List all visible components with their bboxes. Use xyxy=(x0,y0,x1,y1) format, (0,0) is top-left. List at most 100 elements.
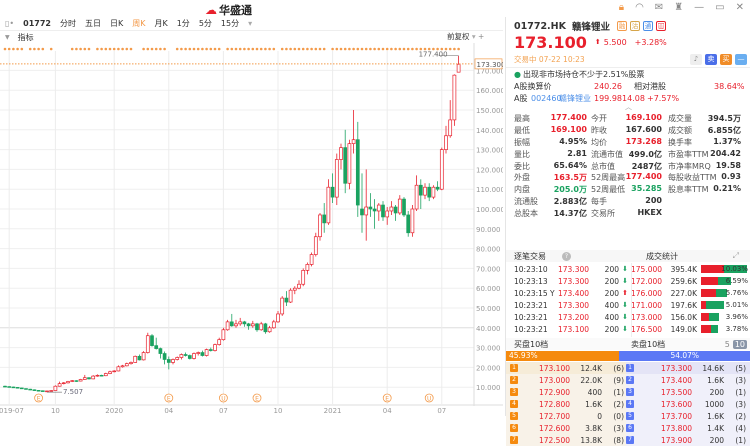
a-share-name[interactable]: 赣锋锂业 xyxy=(559,93,591,103)
headset-icon[interactable]: ◠ xyxy=(635,2,644,13)
bid-row[interactable]: 4 172.800 1.6K (2) xyxy=(506,398,626,410)
stat-value: 65.64% xyxy=(553,160,587,170)
ask-row[interactable]: 5 173.700 1.6K (2) xyxy=(626,410,750,422)
event-dot xyxy=(272,47,276,51)
stat-label: 最低 xyxy=(514,126,530,136)
candle xyxy=(276,310,280,323)
depth-5-button[interactable]: 5 xyxy=(724,339,730,349)
tab-5[interactable]: 1分 xyxy=(176,19,190,28)
collapse-icon[interactable]: ▼ xyxy=(5,33,10,41)
expand-icon[interactable]: ⤢ xyxy=(732,251,739,260)
mail-icon[interactable]: ✉ xyxy=(654,2,664,13)
ask-row[interactable]: 1 173.300 14.6K (5) xyxy=(626,362,750,374)
badge-connect[interactable]: 通 xyxy=(643,21,653,31)
candle xyxy=(3,385,7,388)
event-dot xyxy=(217,47,221,51)
ask-row[interactable]: 6 173.800 1.4K (4) xyxy=(626,422,750,434)
stat-cell: 委比 65.64% xyxy=(514,161,591,172)
minimize-icon[interactable]: — xyxy=(694,2,705,13)
level-number: 5 xyxy=(626,412,634,420)
stat-volume: 149.0K xyxy=(670,324,697,334)
candle-body xyxy=(322,214,327,224)
lock-icon[interactable]: 🔒︎ xyxy=(618,2,625,13)
x-tick-label: 10 xyxy=(274,407,283,415)
candle xyxy=(213,343,217,352)
bid-row[interactable]: 6 172.600 3.8K (3) xyxy=(506,422,626,434)
bid-row[interactable]: 1 173.100 12.4K (6) xyxy=(506,362,626,374)
arrow-down-icon: ⬇ xyxy=(622,277,628,285)
period-dropdown-icon[interactable]: ▾ xyxy=(248,19,253,28)
a-share-pct: +7.57% xyxy=(647,93,680,103)
bell-icon[interactable]: ♪ xyxy=(690,53,702,65)
collapse-up-icon[interactable]: ︿ xyxy=(625,103,632,111)
tab-3[interactable]: 周K xyxy=(132,19,146,28)
badge-margin[interactable]: 融 xyxy=(617,21,627,31)
tab-1[interactable]: 五日 xyxy=(84,19,101,28)
adjust-select[interactable]: 前复权 ▾ + xyxy=(447,31,484,42)
event-dot xyxy=(373,47,376,51)
trade-time: 10:23:15 xyxy=(514,288,548,298)
ask-row[interactable]: 4 173.600 1000 (3) xyxy=(626,398,750,410)
stat-value: 19.58 xyxy=(715,160,741,170)
more-button[interactable]: — xyxy=(735,53,747,65)
candle xyxy=(28,388,33,391)
stat-cell: 成交量 394.5万 xyxy=(668,113,745,124)
bid-row[interactable]: 7 172.500 13.8K (8) xyxy=(506,434,626,446)
event-dot xyxy=(402,47,406,51)
add-indicator-button[interactable]: + xyxy=(478,32,485,41)
buy-button[interactable]: 买 xyxy=(720,53,732,65)
candle xyxy=(439,147,444,191)
close-icon[interactable]: ✕ xyxy=(735,2,744,13)
ask-row[interactable]: 2 173.400 1.6K (3) xyxy=(626,374,750,386)
candle-body xyxy=(61,382,66,384)
event-dot xyxy=(142,47,145,51)
stat-value: 204.42 xyxy=(710,148,741,158)
level-count: (2) xyxy=(735,411,746,421)
tab-6[interactable]: 5分 xyxy=(198,19,212,28)
bid-row[interactable]: 2 173.000 22.0K (9) xyxy=(506,374,626,386)
level-price: 172.700 xyxy=(538,411,570,421)
level-number: 2 xyxy=(510,376,518,384)
level-count: (8) xyxy=(613,435,624,445)
tab-0[interactable]: 分时 xyxy=(59,19,76,28)
candle xyxy=(263,322,268,334)
level-price: 173.800 xyxy=(660,423,692,433)
panel-toggle-icon[interactable]: ▯• xyxy=(5,19,15,28)
shirt-icon[interactable]: ♜ xyxy=(674,2,684,13)
candle-body xyxy=(284,297,289,303)
ask-row[interactable]: 7 173.900 200 (1) xyxy=(626,434,750,446)
stat-label: 今开 xyxy=(591,114,607,124)
depth-10-button[interactable]: 10 xyxy=(732,339,747,349)
a-share-code[interactable]: 002460 xyxy=(531,93,562,103)
candle-body xyxy=(301,270,306,285)
ask-row[interactable]: 3 173.500 200 (1) xyxy=(626,386,750,398)
maximize-icon[interactable]: ▭ xyxy=(715,2,725,13)
candle xyxy=(406,210,411,237)
tab-4[interactable]: 月K xyxy=(154,19,168,28)
event-dot xyxy=(453,47,456,51)
level-volume: 12.4K xyxy=(580,363,602,373)
bid-row[interactable]: 3 172.900 400 (1) xyxy=(506,386,626,398)
candle xyxy=(120,364,125,368)
y-tick-label: 130.000 xyxy=(476,147,503,155)
badge-other[interactable]: 冚 xyxy=(656,21,666,31)
help-icon[interactable]: ? xyxy=(562,251,571,261)
trade-price: 173.400 xyxy=(558,288,590,298)
event-marker-icon xyxy=(164,393,174,403)
tab-2[interactable]: 日K xyxy=(109,19,124,28)
event-dot xyxy=(12,47,15,51)
tab-7[interactable]: 15分 xyxy=(220,19,240,28)
sell-button[interactable]: 卖 xyxy=(705,53,717,65)
event-dot xyxy=(310,47,313,51)
candlestick-chart[interactable]: 10.000 20.000 30.000 40.000 50.000 60.000 70.0… xyxy=(0,43,503,416)
level-price: 172.600 xyxy=(538,423,570,433)
stat-label: 委比 xyxy=(514,161,530,171)
stat-cell: 换手率 1.37% xyxy=(668,137,745,148)
candle xyxy=(103,372,108,377)
indicator-button[interactable]: 指标 xyxy=(17,32,34,42)
arrow-up-icon: ⬆ xyxy=(594,38,601,46)
holding-notice[interactable]: 出现非市场持仓不少于2.51%股票 xyxy=(522,69,645,79)
badge-short[interactable]: 沽 xyxy=(630,21,640,31)
volume-ratio-bar: 5.76% xyxy=(701,288,748,298)
bid-row[interactable]: 5 172.700 0 (0) xyxy=(506,410,626,422)
